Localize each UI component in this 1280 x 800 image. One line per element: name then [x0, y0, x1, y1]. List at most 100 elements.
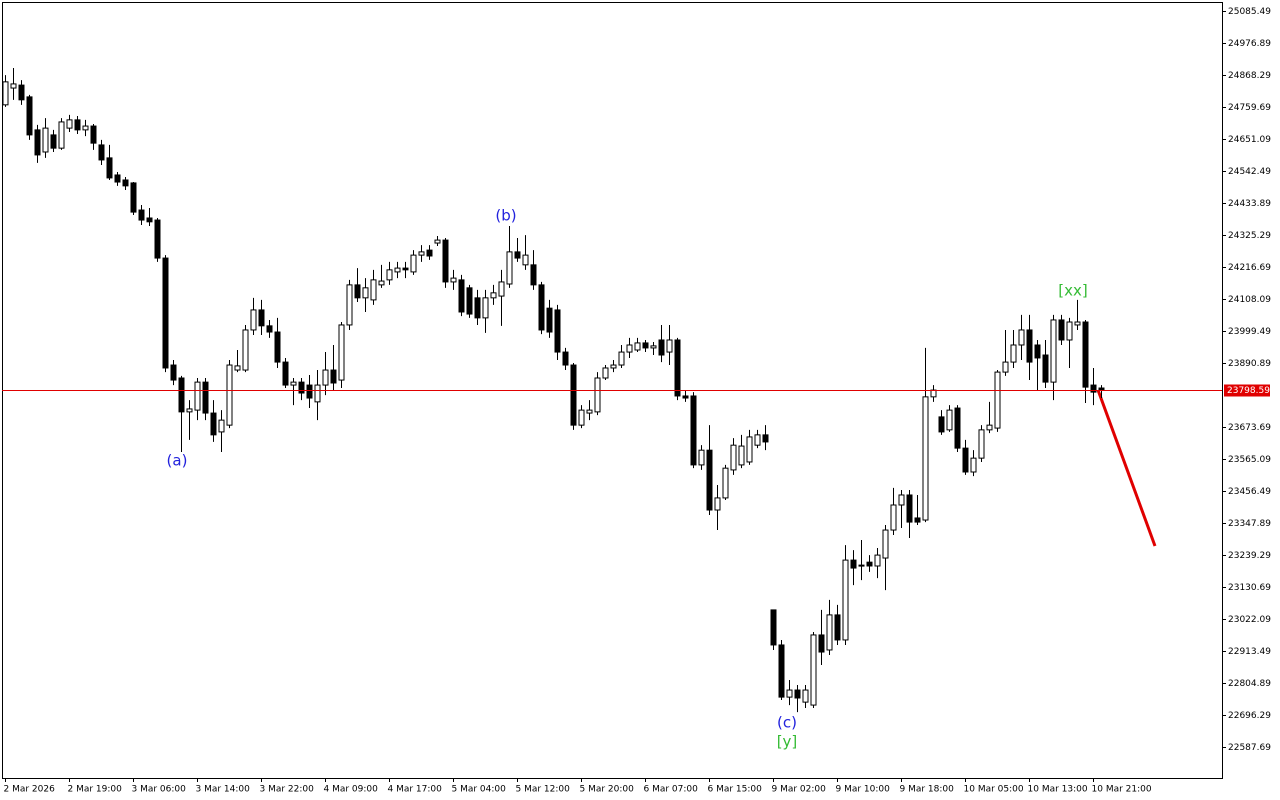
candle-body: [450, 277, 457, 283]
candle-body: [722, 467, 729, 499]
candle-body: [1002, 361, 1009, 373]
x-tick-label: 5 Mar 12:00: [516, 785, 571, 795]
wave-label: [y]: [777, 733, 798, 751]
y-tick-label: 24433.89: [1228, 199, 1271, 209]
candle-body: [98, 144, 105, 161]
y-tick-label: 22587.69: [1228, 743, 1271, 753]
candle-body: [602, 367, 609, 379]
candle-body: [26, 96, 33, 136]
candle-body: [210, 412, 217, 436]
candle-body: [882, 529, 889, 559]
candle-body: [258, 309, 265, 327]
wave-label: (a): [167, 452, 188, 470]
candle-body: [362, 287, 369, 299]
y-tick-label: 22696.29: [1228, 711, 1271, 721]
x-tick-label: 4 Mar 09:00: [324, 785, 379, 795]
candle-body: [642, 342, 649, 349]
candle-body: [810, 634, 817, 706]
x-tick-label: 9 Mar 02:00: [772, 785, 827, 795]
candle-body: [674, 339, 681, 397]
candle-body: [50, 134, 57, 149]
candle-body: [1010, 344, 1017, 363]
y-tick-label: 23999.49: [1228, 327, 1271, 337]
candle-body: [1074, 321, 1081, 326]
candle-body: [82, 125, 89, 131]
candle-body: [242, 329, 249, 371]
candle-body: [746, 436, 753, 463]
candle-body: [994, 371, 1001, 429]
y-tick-label: 24868.29: [1228, 71, 1271, 81]
y-tick-label: 24108.09: [1228, 295, 1271, 305]
candle-body: [58, 121, 65, 149]
candle-body: [698, 449, 705, 466]
candle-body: [954, 407, 961, 449]
y-tick-label: 23022.09: [1228, 615, 1271, 625]
x-tick-label: 3 Mar 06:00: [132, 785, 187, 795]
candle-body: [426, 249, 433, 257]
candle-body: [234, 365, 241, 371]
candle-body: [346, 284, 353, 326]
candle-body: [170, 364, 177, 381]
candle-body: [266, 325, 273, 333]
candle-body: [914, 517, 921, 523]
candle-body: [34, 129, 41, 156]
y-tick-label: 24976.89: [1228, 39, 1271, 49]
candle-body: [818, 634, 825, 653]
candle-body: [978, 429, 985, 459]
candle-body: [1098, 387, 1105, 391]
candle-body: [186, 408, 193, 413]
candle-body: [522, 254, 529, 266]
candle-body: [482, 297, 489, 319]
candle-body: [490, 292, 497, 299]
candle-body: [154, 219, 161, 259]
x-tick-label: 3 Mar 22:00: [260, 785, 315, 795]
candle-body: [874, 554, 881, 567]
candle-body: [650, 345, 657, 349]
forecast-arrow: [1096, 389, 1157, 547]
candle-body: [370, 279, 377, 301]
candle-body: [130, 182, 137, 213]
candle-body: [410, 254, 417, 273]
candle-body: [42, 127, 49, 153]
y-tick-label: 23347.89: [1228, 519, 1271, 529]
candle-body: [378, 280, 385, 286]
candle-body: [162, 257, 169, 369]
candle-body: [122, 179, 129, 187]
candle-body: [394, 267, 401, 273]
x-tick-label: 4 Mar 17:00: [388, 785, 443, 795]
candle-body: [178, 377, 185, 413]
x-tick-label: 2 Mar 19:00: [68, 785, 123, 795]
wave-label: (c): [777, 714, 797, 732]
candle-body: [1090, 384, 1097, 393]
candle-body: [538, 284, 545, 331]
x-tick-label: 10 Mar 05:00: [964, 785, 1024, 795]
y-tick-label: 23890.89: [1228, 359, 1271, 369]
candle-body: [1050, 319, 1057, 383]
candle-body: [618, 351, 625, 366]
x-tick-label: 6 Mar 15:00: [708, 785, 763, 795]
y-tick-label: 24216.69: [1228, 263, 1271, 273]
candle-body: [706, 449, 713, 511]
wave-label: (b): [495, 207, 516, 225]
candle-body: [330, 369, 337, 384]
y-tick-label: 24651.09: [1228, 135, 1271, 145]
candle-body: [442, 239, 449, 283]
y-tick-label: 24542.49: [1228, 167, 1271, 177]
x-tick-label: 3 Mar 14:00: [196, 785, 251, 795]
candle-body: [114, 174, 121, 183]
candle-body: [634, 342, 641, 351]
candle-body: [666, 339, 673, 353]
candle-body: [986, 424, 993, 431]
candle-body: [338, 324, 345, 381]
x-tick-label: 9 Mar 10:00: [836, 785, 891, 795]
candle-body: [354, 284, 361, 299]
candle-body: [546, 307, 553, 333]
y-tick-label: 23130.69: [1228, 583, 1271, 593]
candle-body: [138, 209, 145, 221]
y-tick-label: 23565.09: [1228, 455, 1271, 465]
candle-body: [570, 364, 577, 426]
candle-body: [226, 364, 233, 426]
candle-body: [466, 287, 473, 315]
candle-body: [898, 494, 905, 506]
